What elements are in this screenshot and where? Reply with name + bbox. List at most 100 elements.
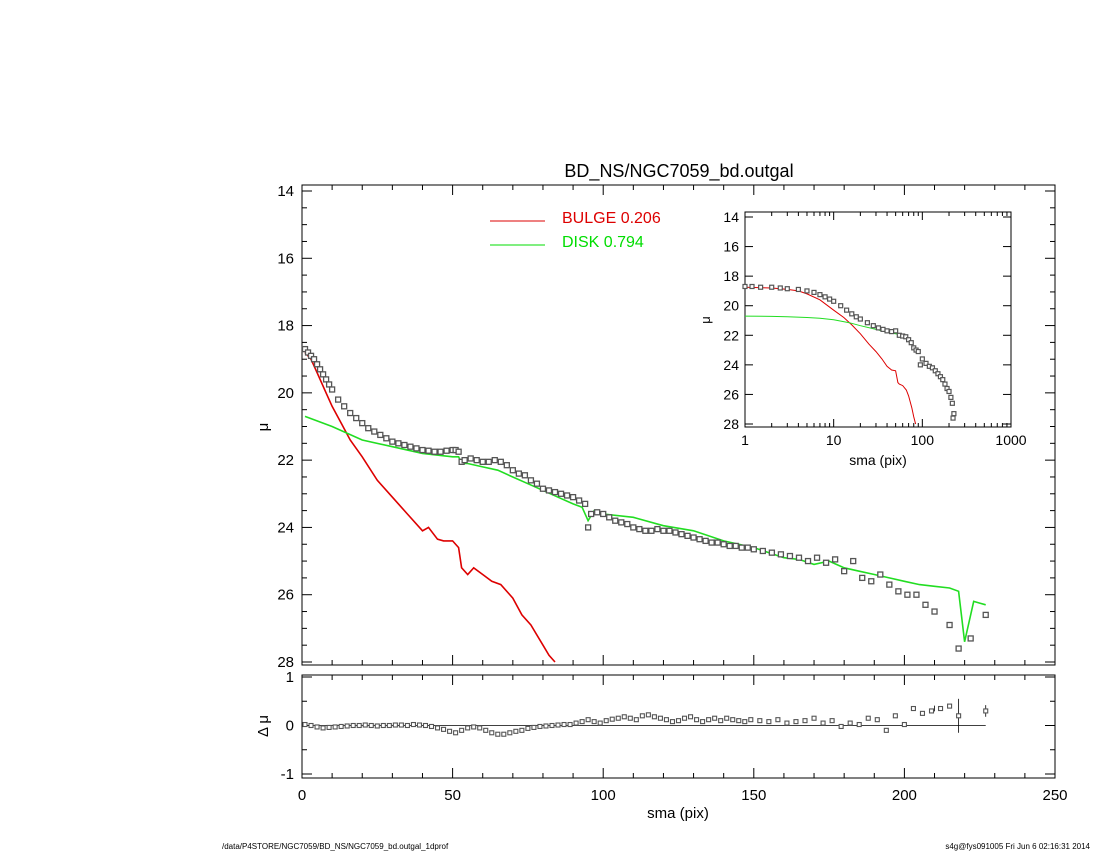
residual-data-point [362,722,368,728]
main-data-point [660,527,667,534]
main-data-point [982,611,989,619]
residual-data-point [766,719,772,725]
inset-data-point [929,365,936,371]
residual-data-point [700,719,706,725]
main-data-point [437,448,444,455]
main-data-point [319,371,327,378]
residual-data-point [428,723,435,730]
main-data-point [581,500,589,508]
main-data-point [527,477,535,484]
residual-data-point [736,718,742,724]
residual-data-point [519,727,525,733]
main-data-point [588,510,595,518]
main-data-point [334,396,342,403]
main-data-point [777,551,785,558]
residual-data-point [567,721,573,728]
main-data-point [922,601,929,608]
residual-data-point [919,710,926,716]
main-data-point [624,520,631,528]
residual-data-point [883,727,889,733]
main-data-point [913,591,920,598]
residual-data-point [645,712,651,718]
main-ytick-label: 22 [277,452,294,469]
residual-data-point [718,718,724,724]
residual-data-point [591,719,597,725]
inset-data-point [795,286,801,293]
main-ytick-label: 24 [277,519,294,536]
residual-data-point [706,717,712,723]
inset-data-point [844,307,850,313]
main-data-point [786,552,794,560]
residual-data-point [392,722,398,728]
main-plot-layer: 14 16 18 20 22 24 26 28 [277,183,1056,671]
main-data-point [419,446,426,454]
main-data-point [831,556,839,563]
residual-data-point [338,723,344,730]
main-data-point [473,456,480,464]
main-data-point [371,428,378,435]
residual-data-point [694,717,700,723]
inset-data-point [875,325,882,331]
main-ytick-label: 28 [277,654,294,671]
main-plot-frame [301,184,1056,666]
main-data-point [545,487,553,494]
inset-ytick-label: 14 [723,209,739,225]
main-data-point [353,414,360,422]
inset-data-point [884,328,890,334]
main-ytick-label: 16 [277,250,294,267]
main-data-point [310,356,318,363]
main-data-point [822,559,830,566]
main-data-point [533,480,541,487]
inset-xtick-label: 1000 [995,432,1026,448]
residual-data-point [621,714,627,720]
inset-data-point [942,381,948,387]
residual-data-point [603,718,609,724]
residual-plot-frame [301,674,1056,779]
main-data-point [850,557,857,565]
main-data-point [672,529,679,536]
residual-data-point [757,718,763,724]
inset-ytick-label: 22 [723,327,739,343]
main-data-point [726,542,733,550]
main-data-point [431,448,438,455]
residual-data-point [326,724,332,730]
residual-xtick-label: 250 [1042,787,1067,804]
residual-data-point [775,717,781,723]
main-data-point [630,524,637,531]
residual-data-point [398,722,404,728]
inset-data-point [932,368,938,374]
main-data-point [485,458,492,465]
legend-bulge-label: BULGE 0.206 [562,210,661,227]
main-data-point [859,574,866,582]
main-data-point [455,448,462,455]
main-data-point [575,497,583,504]
residual-data-point [441,726,447,732]
inset-data-point [857,316,863,322]
inset-data-point [777,285,783,291]
main-data-point [322,376,330,383]
main-data-point [365,425,372,432]
inset-xlabel: sma (pix) [849,452,907,468]
residual-data-point [344,723,350,729]
residual-data-point [829,718,835,724]
inset-data-point [822,294,828,300]
main-data-point [341,403,348,410]
residual-data-point [489,730,495,736]
main-data-point [491,456,498,464]
residual-data-point [748,717,754,723]
residual-data-point [368,722,374,729]
residual-data-point [507,730,513,736]
residual-data-point [687,714,694,720]
residual-xtick-label: 0 [298,787,306,804]
main-data-point [868,578,875,585]
main-data-point [413,445,420,452]
main-data-point [895,588,902,595]
residual-data-point [501,731,507,737]
main-ytick-label: 18 [277,318,294,335]
main-data-point [395,440,402,447]
main-ylabel: μ [255,423,272,432]
main-data-point [359,419,366,427]
inset-ytick-label: 26 [723,386,739,402]
residual-data-point [579,719,585,725]
